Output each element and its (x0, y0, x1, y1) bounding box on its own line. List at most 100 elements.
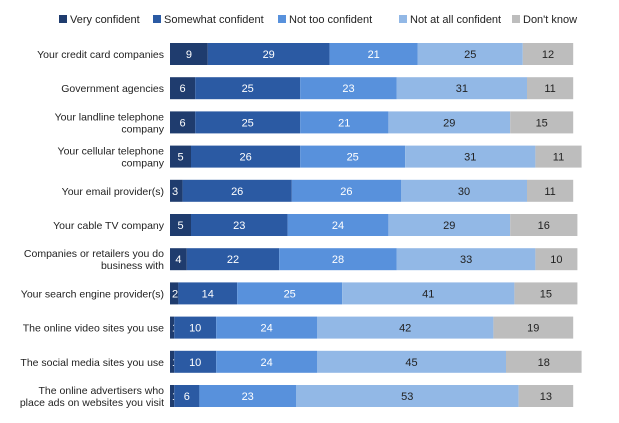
data-label: 26 (340, 186, 352, 198)
bar-segment-don-t-know (527, 77, 574, 100)
bar-segment-very-confident (170, 282, 179, 305)
data-label: 6 (180, 83, 186, 95)
bar-segment-not-at-all-confident (317, 316, 494, 339)
bar-row: 110244219 (170, 316, 574, 339)
data-label: 19 (527, 323, 539, 335)
bar-row: 5 23 24 29 16 (170, 214, 578, 236)
bar-row: 4 22 28 33 10 (170, 248, 578, 271)
legend-label: Not at all confident (410, 14, 501, 26)
bar-segment-not-too-confident (237, 282, 343, 305)
data-label: 9 (186, 49, 192, 61)
bar-segment-somewhat-confident (174, 385, 200, 407)
data-label: 29 (443, 117, 455, 129)
bar-segment-not-too-confident (300, 111, 389, 134)
data-label: 10 (189, 323, 201, 335)
bar-segment-very-confident (170, 248, 187, 271)
legend-swatch (512, 15, 520, 23)
data-label: 2 (172, 288, 178, 300)
bar-segment-not-at-all-confident (388, 111, 511, 134)
bar-segment-somewhat-confident (178, 282, 238, 305)
data-label: 4 (175, 254, 181, 266)
data-label: 21 (368, 49, 380, 61)
category-label: Your email provider(s) (62, 186, 164, 198)
bar-segment-don-t-know (493, 316, 574, 339)
bar-segment-somewhat-confident (195, 111, 301, 134)
data-label: 25 (242, 83, 254, 95)
data-label: 10 (189, 357, 201, 369)
legend-label: Don't know (523, 14, 577, 26)
bar-segment-not-at-all-confident (405, 145, 536, 168)
data-label: 41 (422, 288, 434, 300)
data-label: 11 (544, 83, 555, 95)
data-label: 5 (177, 220, 183, 232)
bar-segment-somewhat-confident (186, 248, 280, 271)
legend-item-very-confident: Very confident (59, 14, 140, 26)
data-label: 15 (536, 117, 548, 129)
bar-segment-very-confident (170, 145, 191, 168)
bar-segment-not-at-all-confident (396, 248, 536, 271)
bar-segment-very-confident (170, 179, 183, 202)
legend-label: Not too confident (289, 14, 372, 26)
data-label: 25 (284, 288, 296, 300)
category-label: The social media sites you use (20, 357, 164, 369)
bar-row: 9 29 21 25 12 (170, 43, 574, 65)
data-label: 22 (227, 254, 239, 266)
legend-label: Very confident (70, 14, 140, 26)
bar-segment-don-t-know (527, 179, 574, 202)
bar-segment-not-too-confident (199, 385, 296, 407)
bar-segment-don-t-know (510, 214, 578, 236)
data-label: 14 (202, 288, 214, 300)
data-label: 6 (184, 391, 190, 403)
category-label: Your landline telephone company (55, 111, 165, 135)
data-label: 23 (342, 83, 354, 95)
bar-segment-not-at-all-confident (396, 77, 527, 100)
data-label: 3 (172, 186, 178, 198)
bars: 9 29 21 25 126 25 23 31 116 25 21 29 155 26 25 31 113 26 2… (170, 43, 582, 407)
data-label: 24 (260, 323, 272, 335)
legend-swatch (59, 15, 67, 23)
data-label: 5 (177, 152, 183, 164)
data-label: 25 (464, 49, 476, 61)
legend-swatch (278, 15, 286, 23)
bar-segment-not-too-confident (300, 145, 406, 168)
bar-segment-not-at-all-confident (401, 179, 527, 202)
legend-item-not-at-all-confident: Not at all confident (399, 14, 501, 26)
bar-segment-somewhat-confident (191, 145, 301, 168)
bar-segment-very-confident (170, 111, 196, 134)
legend-label: Somewhat confident (164, 14, 264, 26)
legend-swatch (399, 15, 407, 23)
bar-segment-very-confident (170, 385, 175, 407)
category-label: The online advertisers who place ads on w… (20, 385, 164, 409)
data-label: 29 (263, 49, 275, 61)
bar-segment-not-too-confident (329, 43, 418, 65)
bar-segment-very-confident (170, 316, 175, 339)
bar-segment-not-too-confident (300, 77, 397, 100)
data-label: 42 (399, 323, 411, 335)
bar-row: 110244518 (170, 350, 582, 373)
data-label: 25 (242, 117, 254, 129)
bar-segment-don-t-know (535, 248, 578, 271)
bar-segment-somewhat-confident (182, 179, 292, 202)
legend-item-don-t-know: Don't know (512, 14, 577, 26)
data-label: 12 (542, 49, 554, 61)
category-label: Companies or retailers you do business wi… (24, 248, 164, 272)
category-labels: Your credit card companies Government age… (20, 49, 165, 409)
data-label: 10 (550, 254, 562, 266)
data-label: 53 (401, 391, 413, 403)
bar-segment-don-t-know (522, 43, 574, 65)
data-label: 11 (553, 152, 564, 164)
bar-segment-don-t-know (514, 282, 578, 305)
data-label: 18 (538, 357, 550, 369)
data-label: 15 (540, 288, 552, 300)
category-label: Government agencies (61, 83, 164, 95)
legend-swatch (153, 15, 161, 23)
category-label: Your search engine provider(s) (21, 288, 164, 300)
category-label: The online video sites you use (23, 323, 164, 335)
bar-segment-somewhat-confident (207, 43, 330, 65)
data-label: 26 (231, 186, 243, 198)
bar-segment-not-at-all-confident (342, 282, 515, 305)
data-label: 13 (540, 391, 552, 403)
bar-segment-very-confident (170, 77, 196, 100)
bar-row: 2 14 25 41 15 (170, 282, 578, 305)
data-label: 11 (544, 186, 555, 198)
